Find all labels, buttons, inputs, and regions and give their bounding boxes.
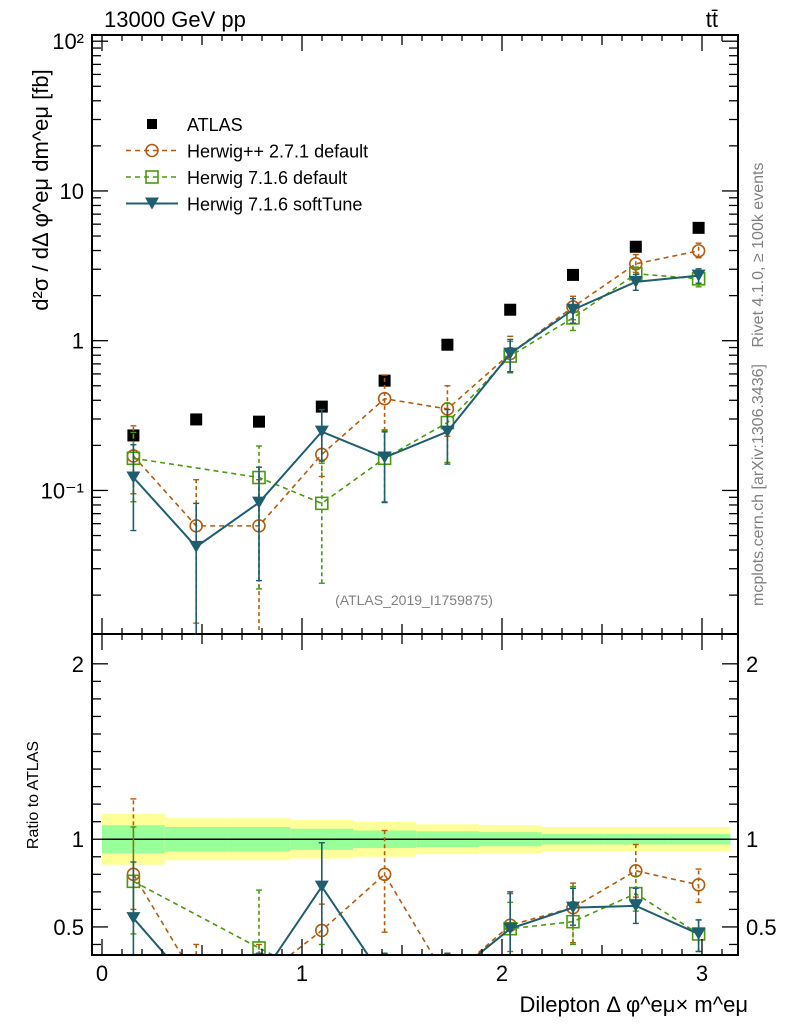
main-ylabel: d²σ / dΔ φ^eμ dm^eμ [fb] <box>28 69 53 310</box>
legend-label: ATLAS <box>187 115 243 135</box>
legend-marker <box>145 197 159 210</box>
data-point <box>379 974 391 986</box>
y-tick-label: 1 <box>72 827 84 852</box>
data-point <box>440 974 454 986</box>
series-line <box>132 884 700 955</box>
data-point <box>126 471 141 484</box>
ratio-series <box>126 798 706 996</box>
data-point <box>691 878 706 892</box>
ratio-bands <box>102 813 731 865</box>
data-point <box>189 540 204 553</box>
data-point <box>628 899 643 912</box>
data-point <box>314 425 329 438</box>
data-point <box>691 269 706 282</box>
legend-item: Herwig 7.1.6 default <box>126 168 347 188</box>
data-point <box>190 413 203 426</box>
data-point <box>441 974 453 986</box>
series-atlas <box>127 221 705 442</box>
series-herwig-7-1-6-default <box>126 266 706 590</box>
legend-item: Herwig++ 2.7.1 default <box>126 142 368 162</box>
data-point <box>378 974 392 986</box>
data-point <box>628 275 643 288</box>
analysis-label: (ATLAS_2019_I1759875) <box>335 592 493 608</box>
series-line <box>133 880 700 955</box>
data-point <box>628 257 643 271</box>
y-tick-label-right: 2 <box>746 652 758 677</box>
y-tick-label: 10 <box>60 179 84 204</box>
legend-label: Herwig++ 2.7.1 default <box>187 142 368 162</box>
data-point <box>190 974 202 986</box>
data-point <box>252 974 266 986</box>
series-herwig-7-1-6-softtune <box>126 268 706 634</box>
x-tick-label: 0 <box>96 961 108 986</box>
data-point <box>253 415 265 428</box>
mcplots-label: mcplots.cern.ch [arXiv:1306.3436] <box>750 364 767 606</box>
data-point <box>189 984 203 996</box>
data-point <box>692 221 705 234</box>
series-herwig-7-1-6-softtune <box>126 842 706 996</box>
data-point <box>628 864 643 878</box>
data-point <box>252 496 266 509</box>
axes: 0 1 2 3 10⁻¹ 1 10 10² 0.5 0.5 1 1 2 2 <box>41 29 777 986</box>
data-point <box>314 880 329 893</box>
data-point <box>316 974 328 986</box>
y-tick-label-right: 0.5 <box>746 915 777 940</box>
series-herwig-2-7-1-default <box>126 242 706 634</box>
data-point <box>314 496 329 511</box>
series-line <box>133 272 699 505</box>
y-tick-label: 2 <box>72 652 84 677</box>
chart-title: 13000 GeV pp <box>104 7 246 32</box>
data-point <box>441 974 453 986</box>
legend-label: Herwig 7.1.6 softTune <box>187 195 362 215</box>
legend-marker <box>145 143 159 158</box>
legend-label: Herwig 7.1.6 default <box>187 168 347 188</box>
data-point <box>503 347 518 360</box>
data-point <box>691 927 706 940</box>
data-point <box>566 303 580 316</box>
data-point <box>253 974 265 986</box>
data-point <box>441 338 454 351</box>
x-tick-label: 2 <box>496 961 508 986</box>
y-tick-label: 10⁻¹ <box>41 478 84 503</box>
data-point <box>377 451 392 464</box>
rivet-label: Rivet 4.1.0, ≥ 100k events <box>750 163 767 348</box>
legend: ATLAS Herwig++ 2.7.1 default Herwig 7.1.6 … <box>126 115 368 215</box>
data-point <box>126 912 141 925</box>
data-point <box>567 268 579 281</box>
x-tick-label: 1 <box>296 961 308 986</box>
data-point <box>503 922 518 935</box>
data-point <box>691 244 706 258</box>
ratio-frame <box>91 633 739 956</box>
ratio-ylabel: Ratio to ATLAS <box>25 741 42 849</box>
y-tick-label-right: 1 <box>746 827 758 852</box>
data-point <box>566 901 580 914</box>
ratio-xlabel: Dilepton Δ φ^eμ× m^eμ <box>520 992 748 1017</box>
data-point <box>629 240 642 253</box>
legend-item: ATLAS <box>147 115 243 135</box>
legend-marker <box>147 119 157 129</box>
process-label: tt̄ <box>706 7 718 32</box>
data-point <box>377 391 392 406</box>
data-point <box>440 425 455 438</box>
data-point <box>377 867 392 882</box>
y-tick-label: 10² <box>52 29 84 54</box>
series-line <box>132 869 699 955</box>
main-series <box>126 221 706 634</box>
data-point <box>504 303 517 316</box>
legend-marker <box>145 170 159 184</box>
y-tick-label: 0.5 <box>53 915 84 940</box>
y-tick-label: 1 <box>72 329 84 354</box>
legend-item: Herwig 7.1.6 softTune <box>126 195 362 215</box>
series-line <box>132 274 699 549</box>
x-tick-label: 3 <box>696 961 708 986</box>
